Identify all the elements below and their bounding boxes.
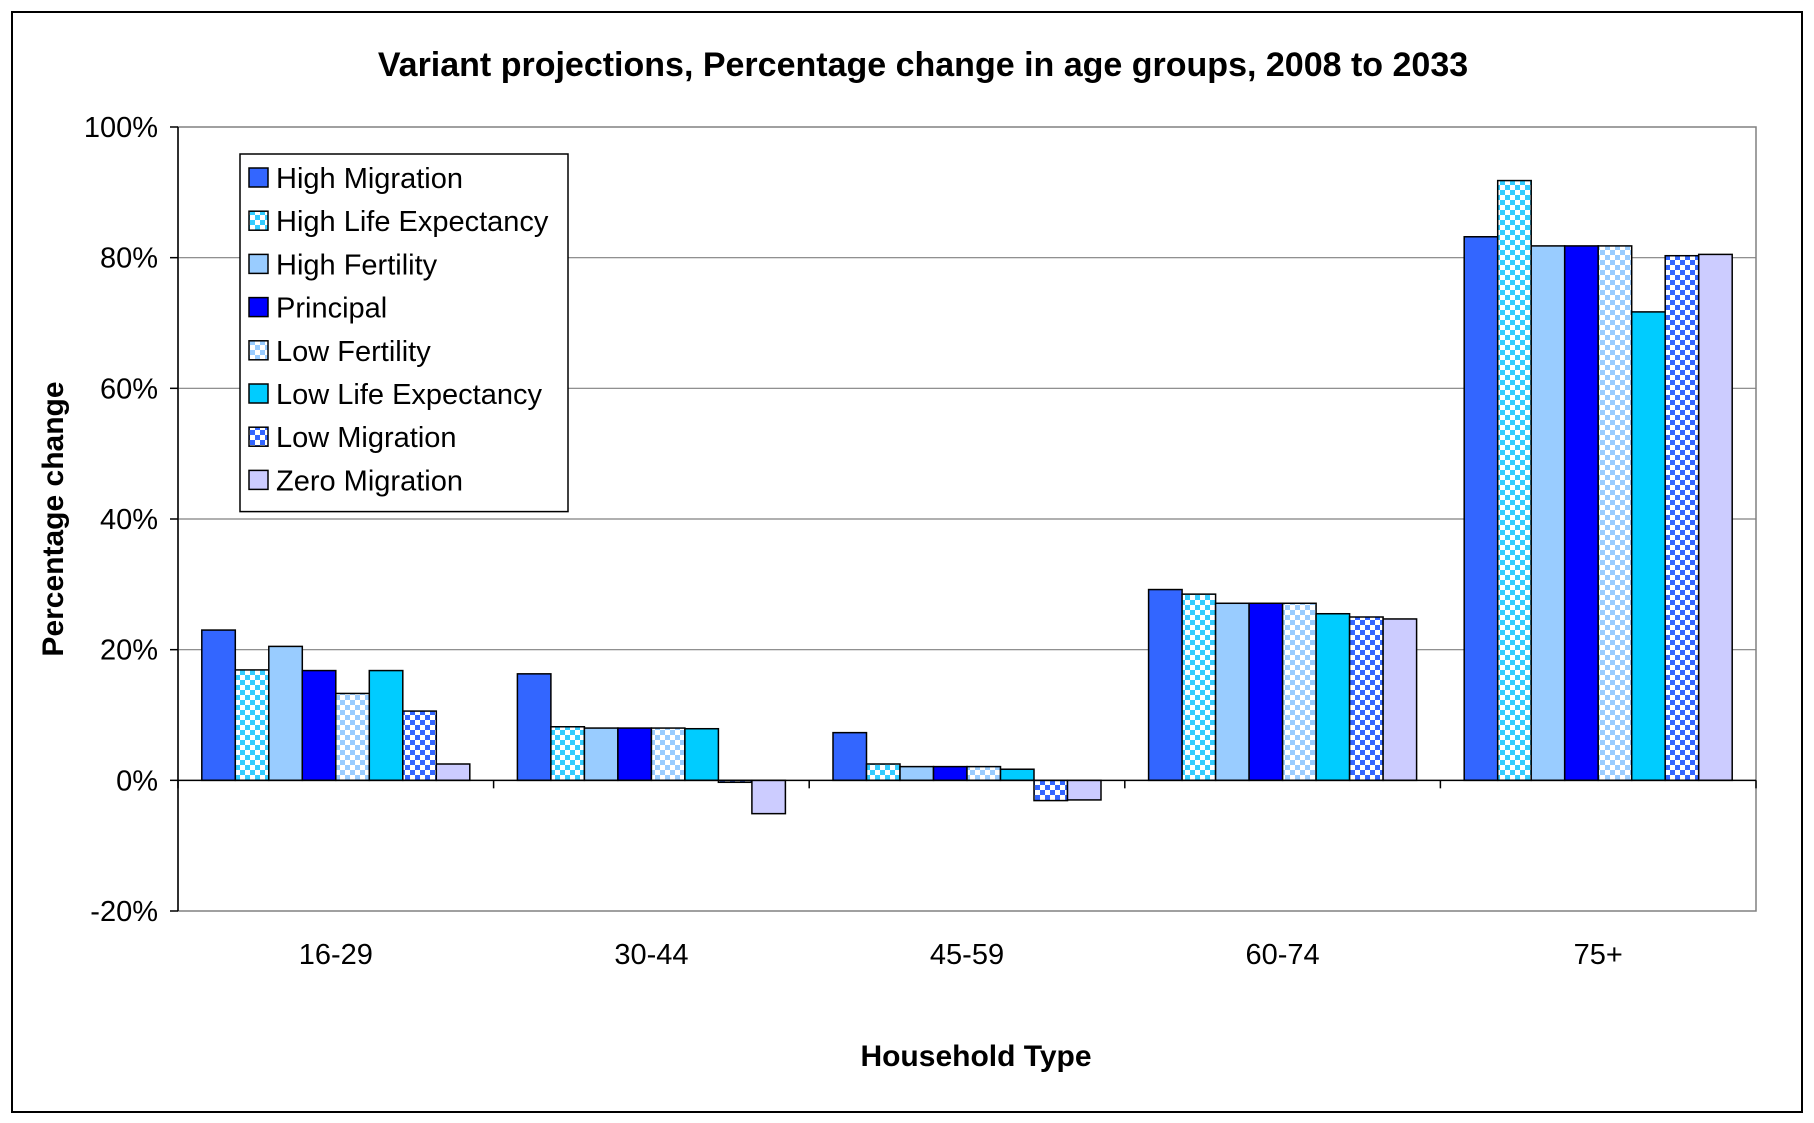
x-axis-title: Household Type bbox=[860, 1040, 1091, 1073]
bar-low-life-expectancy-60-74 bbox=[1315, 612, 1351, 782]
x-tick-label: 75+ bbox=[1574, 939, 1623, 971]
legend-swatch bbox=[248, 426, 269, 447]
bar-high-life-expectancy-16-29 bbox=[234, 669, 270, 782]
x-tick-labels: 16-29 30-44 45-59 60-74 75+ bbox=[299, 939, 1623, 971]
bar-high-fertility-60-74 bbox=[1214, 602, 1250, 782]
legend-swatch bbox=[248, 383, 269, 404]
legend-label: High Life Expectancy bbox=[276, 206, 549, 238]
legend-swatch bbox=[248, 469, 269, 491]
bar-zero-migration-16-29 bbox=[435, 763, 471, 782]
legend-label: High Migration bbox=[276, 163, 463, 195]
legend-swatch bbox=[248, 253, 269, 275]
bar-low-life-expectancy-75+ bbox=[1630, 311, 1666, 782]
legend-swatch bbox=[248, 340, 269, 361]
legend-label: Low Life Expectancy bbox=[276, 379, 542, 411]
bar-high-migration-30-44 bbox=[516, 673, 552, 782]
bar-high-life-expectancy-45-59 bbox=[865, 763, 901, 782]
bar-high-fertility-16-29 bbox=[268, 645, 304, 782]
bar-zero-migration-45-59 bbox=[1066, 779, 1102, 801]
x-tick-label: 30-44 bbox=[614, 939, 688, 971]
y-tick-label: 0% bbox=[116, 765, 158, 797]
legend-swatch bbox=[248, 296, 269, 318]
y-tick-label: 40% bbox=[100, 504, 158, 536]
bar-low-migration-45-59 bbox=[1033, 779, 1069, 802]
legend-label: High Fertility bbox=[276, 249, 438, 281]
legend-swatch bbox=[248, 167, 269, 188]
bar-low-migration-75+ bbox=[1664, 254, 1700, 782]
chart-title: Variant projections, Percentage change i… bbox=[378, 46, 1468, 84]
legend-swatch bbox=[248, 210, 269, 231]
legend: High Migration High Life Expectancy High F… bbox=[239, 153, 569, 513]
bars bbox=[201, 179, 1733, 815]
bar-principal-45-59 bbox=[932, 765, 968, 782]
bar-high-fertility-75+ bbox=[1530, 245, 1566, 782]
axes bbox=[170, 126, 1757, 912]
bar-high-life-expectancy-60-74 bbox=[1181, 593, 1217, 782]
bar-principal-75+ bbox=[1563, 245, 1599, 782]
bar-high-fertility-45-59 bbox=[899, 765, 935, 782]
bar-principal-60-74 bbox=[1248, 602, 1284, 782]
y-axis-title: Percentage change bbox=[37, 381, 70, 656]
bar-low-life-expectancy-30-44 bbox=[684, 727, 720, 782]
y-tick-labels: -20% 0% 20% 40% 60% 80% 100% bbox=[84, 112, 158, 928]
bar-low-fertility-30-44 bbox=[650, 727, 686, 782]
x-tick-label: 16-29 bbox=[299, 939, 373, 971]
legend-label: Low Migration bbox=[276, 422, 457, 454]
bar-zero-migration-30-44 bbox=[751, 779, 787, 815]
legend-box bbox=[239, 153, 569, 513]
bar-high-migration-75+ bbox=[1463, 236, 1499, 782]
bar-low-fertility-45-59 bbox=[966, 765, 1002, 782]
bar-high-fertility-30-44 bbox=[583, 727, 619, 782]
bar-low-fertility-16-29 bbox=[335, 692, 371, 782]
bar-low-fertility-75+ bbox=[1597, 245, 1633, 782]
bar-low-fertility-60-74 bbox=[1281, 602, 1317, 782]
bar-low-migration-16-29 bbox=[402, 710, 438, 782]
bar-high-migration-45-59 bbox=[832, 731, 868, 782]
x-tick-label: 45-59 bbox=[930, 939, 1004, 971]
x-tick-label: 60-74 bbox=[1246, 939, 1320, 971]
y-tick-label: 80% bbox=[100, 243, 158, 275]
y-tick-label: 60% bbox=[100, 373, 158, 405]
y-tick-label: 20% bbox=[100, 635, 158, 667]
y-tick-label: -20% bbox=[90, 896, 158, 928]
bar-principal-16-29 bbox=[301, 669, 337, 782]
bar-high-migration-16-29 bbox=[201, 629, 237, 782]
bar-zero-migration-75+ bbox=[1697, 253, 1733, 782]
y-tick-label: 100% bbox=[84, 112, 158, 144]
legend-label: Low Fertility bbox=[276, 336, 431, 368]
bar-zero-migration-60-74 bbox=[1382, 618, 1418, 782]
bar-principal-30-44 bbox=[617, 727, 653, 782]
legend-label: Principal bbox=[276, 293, 387, 325]
bar-low-life-expectancy-45-59 bbox=[999, 768, 1035, 782]
bar-low-migration-60-74 bbox=[1348, 616, 1384, 782]
bar-high-migration-60-74 bbox=[1147, 588, 1183, 782]
bar-low-life-expectancy-16-29 bbox=[368, 669, 404, 782]
bar-high-life-expectancy-30-44 bbox=[550, 726, 586, 782]
legend-label: Zero Migration bbox=[276, 465, 463, 497]
bar-high-life-expectancy-75+ bbox=[1496, 179, 1532, 782]
